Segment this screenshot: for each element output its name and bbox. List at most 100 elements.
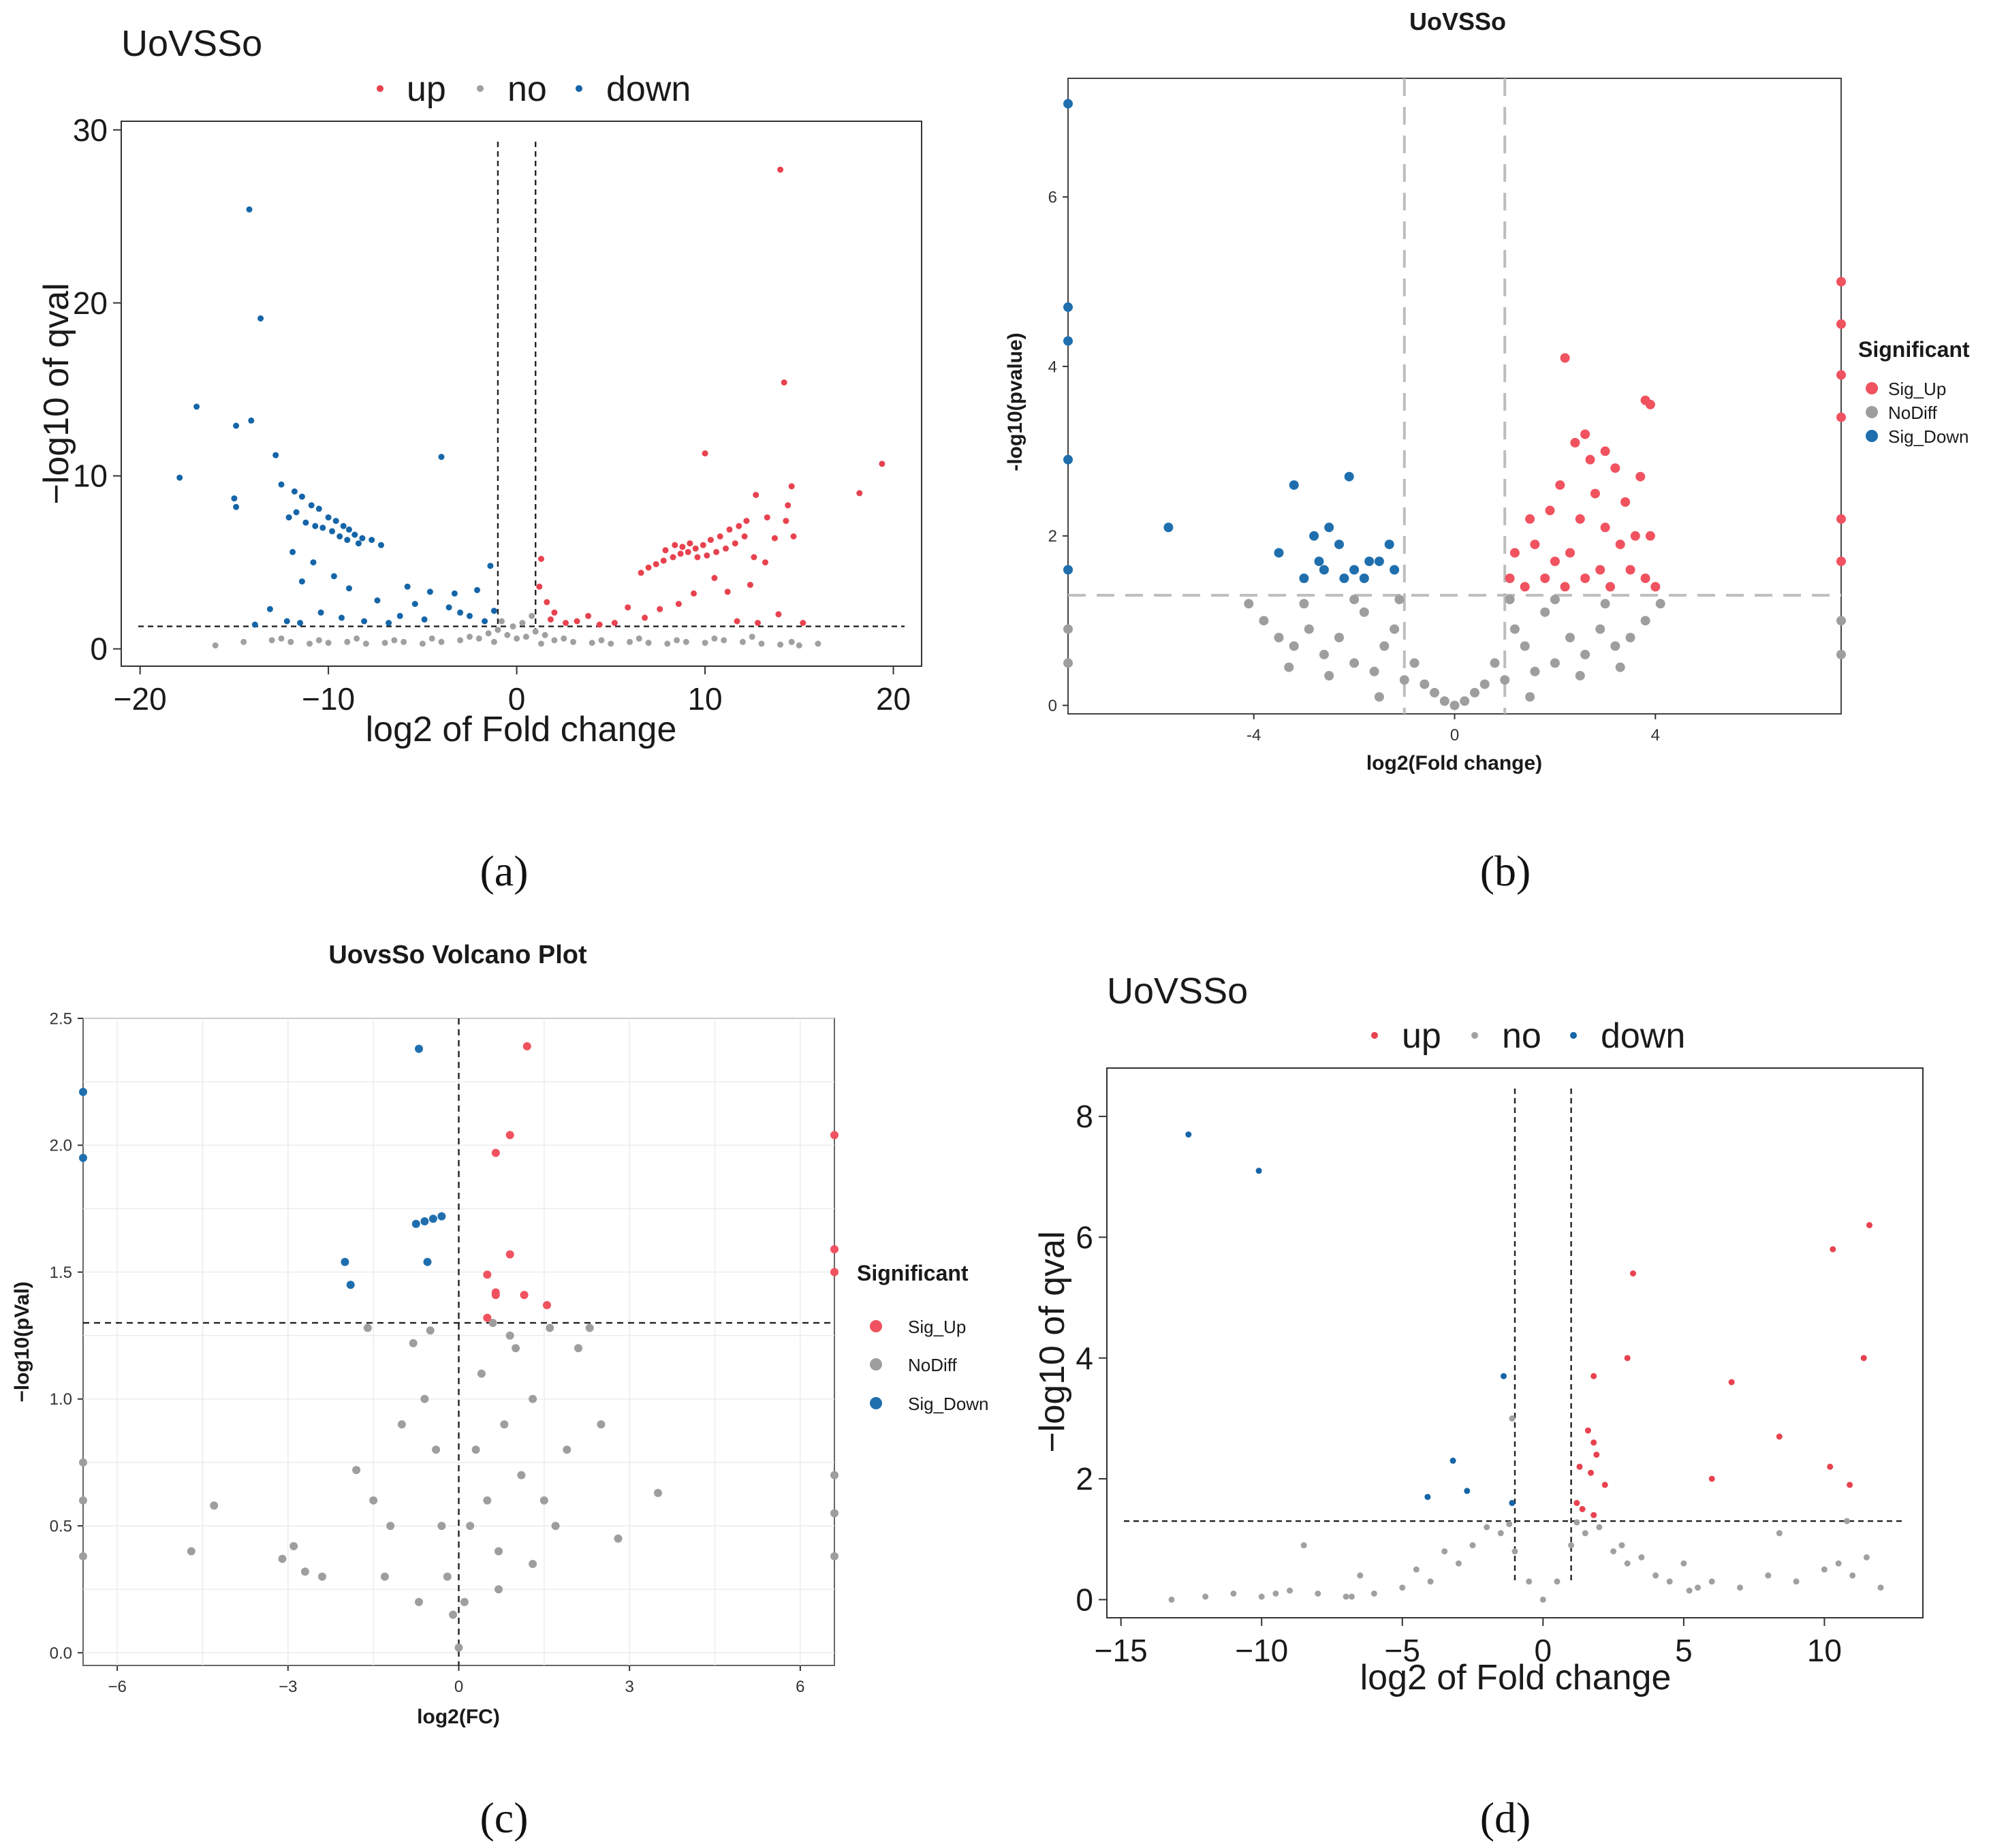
data-point-sig-down [1274, 548, 1284, 558]
data-point-sig-down [1334, 539, 1344, 550]
chart-title: UovsSo Volcano Plot [328, 941, 587, 969]
data-point-sig-down [341, 1257, 349, 1266]
data-point-down [346, 585, 352, 592]
y-tick-label: 2.5 [50, 1009, 72, 1028]
data-point-up [551, 609, 558, 616]
data-point-down [317, 609, 324, 616]
data-point-nodiff [505, 1331, 514, 1340]
data-point-sig-down [1324, 522, 1334, 533]
data-point-sig-down [1063, 454, 1073, 465]
data-point-sig-down [1344, 471, 1354, 482]
data-point-down [1255, 1168, 1262, 1174]
data-point-nodiff [1550, 658, 1560, 668]
data-point-down [1464, 1488, 1471, 1494]
data-point-up [741, 533, 748, 539]
data-point-no [278, 635, 285, 642]
data-point-nodiff [1520, 641, 1530, 651]
data-point-nodiff [1509, 624, 1520, 634]
data-point-down [386, 620, 392, 626]
data-point-nodiff [1349, 595, 1360, 605]
data-point-no [307, 640, 313, 647]
data-point-nodiff [210, 1501, 219, 1510]
y-tick-label: 2 [1076, 1461, 1093, 1497]
data-point-no [1652, 1572, 1659, 1579]
data-point-up [596, 621, 603, 628]
data-point-nodiff [495, 1585, 503, 1594]
data-point-down [351, 531, 358, 538]
data-point-nodiff [546, 1324, 554, 1332]
data-point-up [1573, 1500, 1580, 1506]
data-point-no [475, 635, 482, 642]
data-point-up [713, 548, 720, 555]
data-point-nodiff [654, 1488, 662, 1497]
data-point-no [344, 638, 351, 645]
data-point-down [248, 417, 255, 424]
data-point-no [1793, 1578, 1800, 1585]
data-point-no [1539, 1596, 1546, 1603]
data-point-no [1680, 1560, 1687, 1567]
data-point-up [625, 604, 631, 611]
legend-label-nodiff: NoDiff [1888, 403, 1938, 423]
y-tick-label: 8 [1076, 1099, 1093, 1134]
data-point-up [563, 620, 569, 626]
data-point-up [1576, 1463, 1583, 1470]
data-point-down [1424, 1494, 1431, 1501]
data-point-no [1526, 1578, 1533, 1585]
data-point-no [315, 637, 322, 644]
data-point-up [1866, 1222, 1872, 1229]
data-point-no [1497, 1530, 1504, 1537]
data-point-up [726, 526, 733, 533]
panel-caption: (d) [1480, 1794, 1531, 1842]
data-point-nodiff [1540, 607, 1550, 617]
data-point-no [570, 638, 576, 645]
data-point-up [585, 612, 592, 619]
data-point-up [653, 561, 659, 567]
data-point-sig-up [1635, 471, 1646, 482]
data-point-nodiff [1259, 616, 1269, 626]
x-tick-label: 3 [625, 1678, 634, 1696]
data-point-down [482, 618, 488, 625]
plot-area [121, 121, 922, 667]
data-point-nodiff [443, 1572, 452, 1581]
data-point-sig-up [1836, 412, 1846, 422]
data-point-nodiff [1580, 649, 1590, 659]
data-point-no [428, 635, 435, 642]
data-point-nodiff [1505, 595, 1515, 605]
data-point-down [451, 590, 458, 597]
data-point-nodiff [187, 1547, 195, 1556]
data-point-nodiff [1530, 666, 1540, 676]
data-point-down [325, 514, 332, 521]
data-point-nodiff [460, 1597, 469, 1606]
data-point-nodiff [1274, 633, 1284, 642]
data-point-nodiff [1334, 633, 1344, 642]
data-point-no [683, 638, 689, 645]
data-point-up [771, 535, 778, 542]
data-point-up [777, 166, 784, 173]
y-tick-label: 0.5 [50, 1517, 72, 1535]
data-point-up [702, 450, 708, 457]
x-tick-label: 20 [876, 681, 911, 717]
y-tick-label: 0 [1048, 697, 1057, 715]
data-point-sig-down [1289, 480, 1299, 490]
data-point-up [1776, 1433, 1783, 1440]
data-point-no [1413, 1566, 1420, 1573]
data-point-nodiff [466, 1522, 475, 1531]
data-point-down [330, 573, 337, 580]
data-point-no [509, 623, 516, 630]
data-point-sig-up [522, 1042, 531, 1050]
data-point-sig-down [1319, 565, 1329, 575]
data-point-nodiff [1420, 679, 1430, 689]
data-point-nodiff [1379, 641, 1390, 651]
data-point-no [608, 640, 614, 647]
data-point-no [1455, 1560, 1462, 1567]
data-point-nodiff [1284, 662, 1294, 672]
data-point-up [1827, 1463, 1834, 1470]
x-tick-label: −3 [279, 1678, 297, 1696]
data-point-down [298, 578, 305, 585]
data-point-nodiff [1565, 633, 1575, 642]
data-point-down [233, 503, 240, 510]
panel-caption: (c) [480, 1794, 528, 1842]
legend-marker-no [477, 85, 484, 92]
y-axis-label: −log10 of qval [37, 283, 76, 504]
